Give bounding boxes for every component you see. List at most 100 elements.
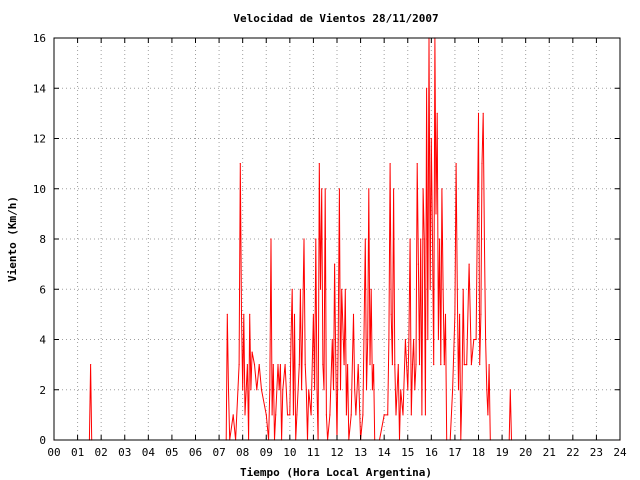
data-point xyxy=(433,364,435,366)
x-tick-label: 19 xyxy=(495,446,508,459)
data-point xyxy=(277,364,279,366)
data-point xyxy=(258,364,260,366)
data-point xyxy=(275,414,277,416)
data-point xyxy=(454,313,456,315)
data-point xyxy=(364,238,366,240)
data-point xyxy=(431,238,434,240)
data-point xyxy=(468,263,470,265)
data-point xyxy=(373,364,375,366)
data-point xyxy=(388,338,390,341)
wind-speed-series-line xyxy=(54,37,620,441)
data-point xyxy=(284,364,286,366)
x-tick-label: 15 xyxy=(401,446,414,459)
data-point xyxy=(466,364,468,366)
x-tick-label: 01 xyxy=(71,446,84,459)
data-point xyxy=(429,288,431,290)
data-point xyxy=(368,188,370,190)
data-point xyxy=(322,364,324,366)
data-point xyxy=(310,414,312,416)
data-point xyxy=(415,364,417,366)
data-point xyxy=(463,364,465,366)
x-tick-label: 00 xyxy=(47,446,60,459)
data-point xyxy=(319,288,322,290)
data-point xyxy=(480,313,482,315)
data-point xyxy=(314,389,316,391)
data-point xyxy=(250,389,252,391)
data-point xyxy=(417,263,419,265)
data-point xyxy=(325,414,327,416)
x-tick-label: 18 xyxy=(472,446,485,459)
data-point xyxy=(337,338,339,341)
data-point xyxy=(440,364,442,366)
x-tick-label: 09 xyxy=(260,446,273,459)
data-point xyxy=(409,238,411,240)
data-point xyxy=(338,188,340,190)
data-point xyxy=(383,414,385,416)
data-point xyxy=(260,389,263,391)
data-point xyxy=(269,389,271,391)
data-point xyxy=(332,389,335,391)
data-point xyxy=(487,414,489,416)
data-point xyxy=(407,389,409,391)
data-point xyxy=(343,364,345,366)
x-tick-label: 11 xyxy=(307,446,320,459)
data-point xyxy=(423,238,425,240)
data-point xyxy=(410,414,412,416)
data-point xyxy=(347,364,349,366)
data-point xyxy=(324,188,326,190)
data-point xyxy=(371,389,373,391)
y-axis-label: Viento (Km/h) xyxy=(6,196,19,282)
data-point xyxy=(272,364,274,366)
data-point xyxy=(350,414,352,416)
data-point xyxy=(355,414,357,416)
data-point xyxy=(439,238,441,240)
x-tick-label: 24 xyxy=(613,446,627,459)
data-point xyxy=(477,112,480,114)
data-point xyxy=(344,288,346,290)
data-point xyxy=(483,238,485,240)
data-point xyxy=(238,364,240,366)
data-point xyxy=(290,338,292,341)
data-point xyxy=(481,163,483,165)
data-point xyxy=(251,351,253,353)
data-point xyxy=(404,338,406,341)
data-point xyxy=(400,389,402,391)
data-point xyxy=(303,238,305,240)
data-point xyxy=(411,364,414,366)
data-point xyxy=(455,163,457,165)
data-point xyxy=(265,414,267,416)
data-point xyxy=(397,364,399,366)
grid xyxy=(54,38,620,440)
x-tick-label: 14 xyxy=(378,446,392,459)
data-point xyxy=(443,364,445,366)
x-tick-label: 23 xyxy=(590,446,603,459)
data-point xyxy=(459,313,461,315)
data-point xyxy=(305,389,307,391)
data-point xyxy=(436,112,438,114)
data-point xyxy=(475,338,477,341)
y-tick-label: 2 xyxy=(39,384,46,397)
x-tick-label: 12 xyxy=(330,446,343,459)
data-point xyxy=(470,364,472,366)
x-tick-label: 16 xyxy=(425,446,438,459)
data-point xyxy=(329,414,331,416)
data-point xyxy=(253,364,256,366)
chart-title: Velocidad de Vientos 28/11/2007 xyxy=(233,12,438,25)
x-axis-label: Tiempo (Hora Local Argentina) xyxy=(240,466,432,479)
data-point xyxy=(462,288,464,290)
data-point xyxy=(334,263,336,265)
data-point xyxy=(367,338,369,341)
data-point xyxy=(270,238,272,240)
x-tick-label: 07 xyxy=(212,446,225,459)
data-point xyxy=(246,364,248,366)
data-point xyxy=(226,313,228,315)
data-point xyxy=(335,364,337,366)
data-point xyxy=(323,389,325,391)
data-point xyxy=(421,414,423,416)
data-point xyxy=(240,313,243,315)
data-point xyxy=(331,338,333,341)
y-tick-label: 16 xyxy=(33,32,46,45)
data-point xyxy=(90,364,92,366)
data-point xyxy=(479,364,481,366)
data-point xyxy=(402,414,404,416)
